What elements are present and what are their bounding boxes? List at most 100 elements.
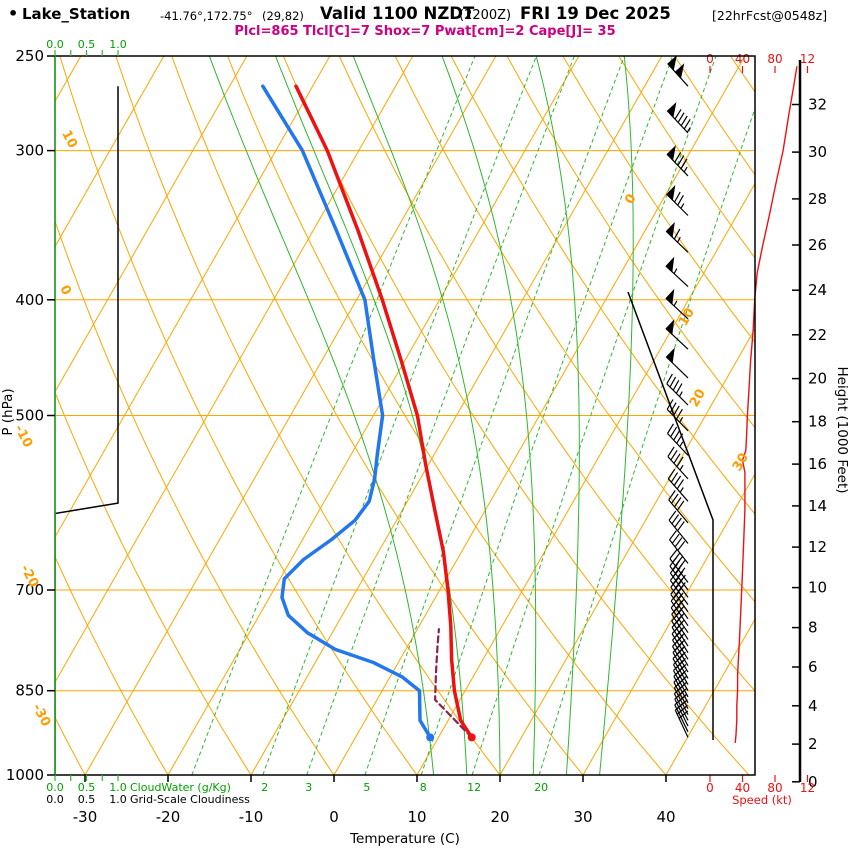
cloudwater-scale-label: 0.0 (46, 781, 64, 794)
wind-barb (665, 297, 689, 320)
cloudwater-axis-title: CloudWater (g/Kg) (130, 781, 231, 794)
dry-adiabat-line (394, 56, 755, 603)
height-tick-label: 10 (808, 579, 827, 597)
mixing-ratio-line (471, 56, 717, 775)
height-tick-label: 22 (808, 326, 827, 344)
height-tick-label: 20 (808, 370, 827, 388)
mixing-ratio-line (420, 56, 674, 775)
speed-tick-label: 40 (735, 781, 750, 795)
valid-date: FRI 19 Dec 2025 (520, 4, 671, 23)
height-tick-label: 4 (808, 697, 818, 715)
dry-adiabat-label: 0 (56, 283, 73, 298)
wind-barb (674, 691, 689, 727)
isotherm-label: 30 (730, 451, 752, 474)
wind-barb (667, 468, 689, 502)
moist-adiabat-line (441, 56, 537, 775)
speed-tick-label: 12 (800, 52, 815, 66)
forecast-tag: [22hrFcst@0548z] (712, 8, 828, 23)
isotherm-line (55, 56, 165, 248)
height-tick-label: 30 (808, 143, 827, 161)
wind-barb (669, 530, 689, 564)
dry-adiabat-line (171, 56, 584, 775)
speed-tick-label: 12 (800, 781, 815, 795)
height-tick-label: 24 (808, 281, 827, 299)
wind-barb (672, 662, 689, 698)
temperature-curve (294, 84, 474, 740)
isotherm-label: 0 (622, 192, 640, 207)
isotherm-label: 10 (676, 306, 698, 329)
dry-adiabat-line (55, 390, 252, 775)
mixing-ratio-line (364, 56, 625, 775)
cloudwater-scale-label: 1.0 (109, 781, 127, 794)
pressure-tick-label: 300 (15, 142, 44, 160)
cloudwater-scale-label: 0.0 (46, 38, 64, 51)
dry-adiabat-line (450, 56, 755, 515)
isotherm-line (167, 56, 580, 775)
mixing-ratio-line (262, 56, 537, 775)
wind-barb (674, 696, 689, 733)
pressure-tick-label: 1000 (6, 766, 44, 784)
plot-boundary-cut-line (627, 291, 714, 740)
wind-barb (665, 328, 689, 350)
wind-barb (665, 356, 689, 379)
station-bullet: • (8, 4, 19, 23)
temperature-tick-label: 40 (656, 808, 675, 826)
height-tick-label: 18 (808, 413, 827, 431)
temperature-tick-label: 20 (490, 808, 509, 826)
temperature-tick-label: 0 (329, 808, 339, 826)
dry-adiabat-line (55, 219, 335, 775)
dry-adiabat-line (506, 56, 755, 429)
station-name: Lake_Station (22, 5, 131, 23)
cloudiness-axis-title: Grid-Scale Cloudiness (130, 793, 250, 806)
wind-barb (667, 63, 689, 87)
cloudiness-scale-label: 1.0 (109, 793, 127, 806)
mixing-ratio-line (306, 56, 575, 775)
wind-barb (665, 228, 689, 253)
temperature-axis-title: Temperature (C) (349, 831, 460, 847)
cloudiness-scale-label: 0.5 (78, 793, 96, 806)
station-grid-reference: (29,82) (262, 9, 304, 23)
wind-barb (668, 510, 689, 544)
moist-adiabat-line (599, 56, 634, 775)
mixing-ratio-label: 20 (534, 781, 548, 794)
mixing-ratio-label: 8 (420, 781, 427, 794)
moist-adiabat-line (208, 56, 435, 775)
dry-adiabat-label: -30 (29, 701, 53, 729)
height-tick-label: 26 (808, 236, 827, 254)
height-tick-label: 16 (808, 455, 827, 473)
isotherm-line (665, 618, 755, 775)
mixing-ratio-line (191, 56, 476, 775)
dry-adiabat-line (338, 56, 755, 692)
wind-barb (673, 668, 689, 704)
dry-adiabat-line (282, 56, 750, 775)
height-tick-label: 32 (808, 95, 827, 113)
cloudwater-scale-label: 0.5 (78, 781, 96, 794)
parcel-path-curve (433, 628, 473, 739)
isotherm-line (55, 56, 331, 539)
wind-barb (665, 265, 689, 288)
wind-barb (673, 679, 689, 715)
height-tick-label: 14 (808, 497, 827, 515)
mixing-ratio-label: 12 (467, 781, 481, 794)
dry-adiabat-line (227, 56, 667, 775)
speed-tick-label: 0 (706, 781, 714, 795)
surface-temperature-dot (467, 733, 476, 742)
wind-barb (673, 673, 689, 709)
pressure-tick-label: 700 (15, 581, 44, 599)
height-axis-title: Height (1000 Feet) (834, 366, 850, 493)
wind-barb (674, 702, 689, 738)
dewpoint-curve (261, 84, 432, 740)
wind-barb (666, 423, 689, 456)
valid-time-zulu: (2200Z) (459, 8, 512, 23)
dry-adiabat-line (730, 56, 755, 93)
dry-adiabat-label: 10 (58, 128, 80, 151)
isotherm-line (416, 182, 755, 775)
wind-barb (668, 490, 689, 524)
sounding-indices: Plcl=865 Tlcl[C]=7 Shox=7 Pwat[cm]=2 Cap… (234, 24, 616, 39)
station-coordinates: -41.76°,172.75° (160, 9, 253, 23)
wind-barb (666, 191, 689, 216)
temperature-tick-label: -20 (156, 808, 181, 826)
